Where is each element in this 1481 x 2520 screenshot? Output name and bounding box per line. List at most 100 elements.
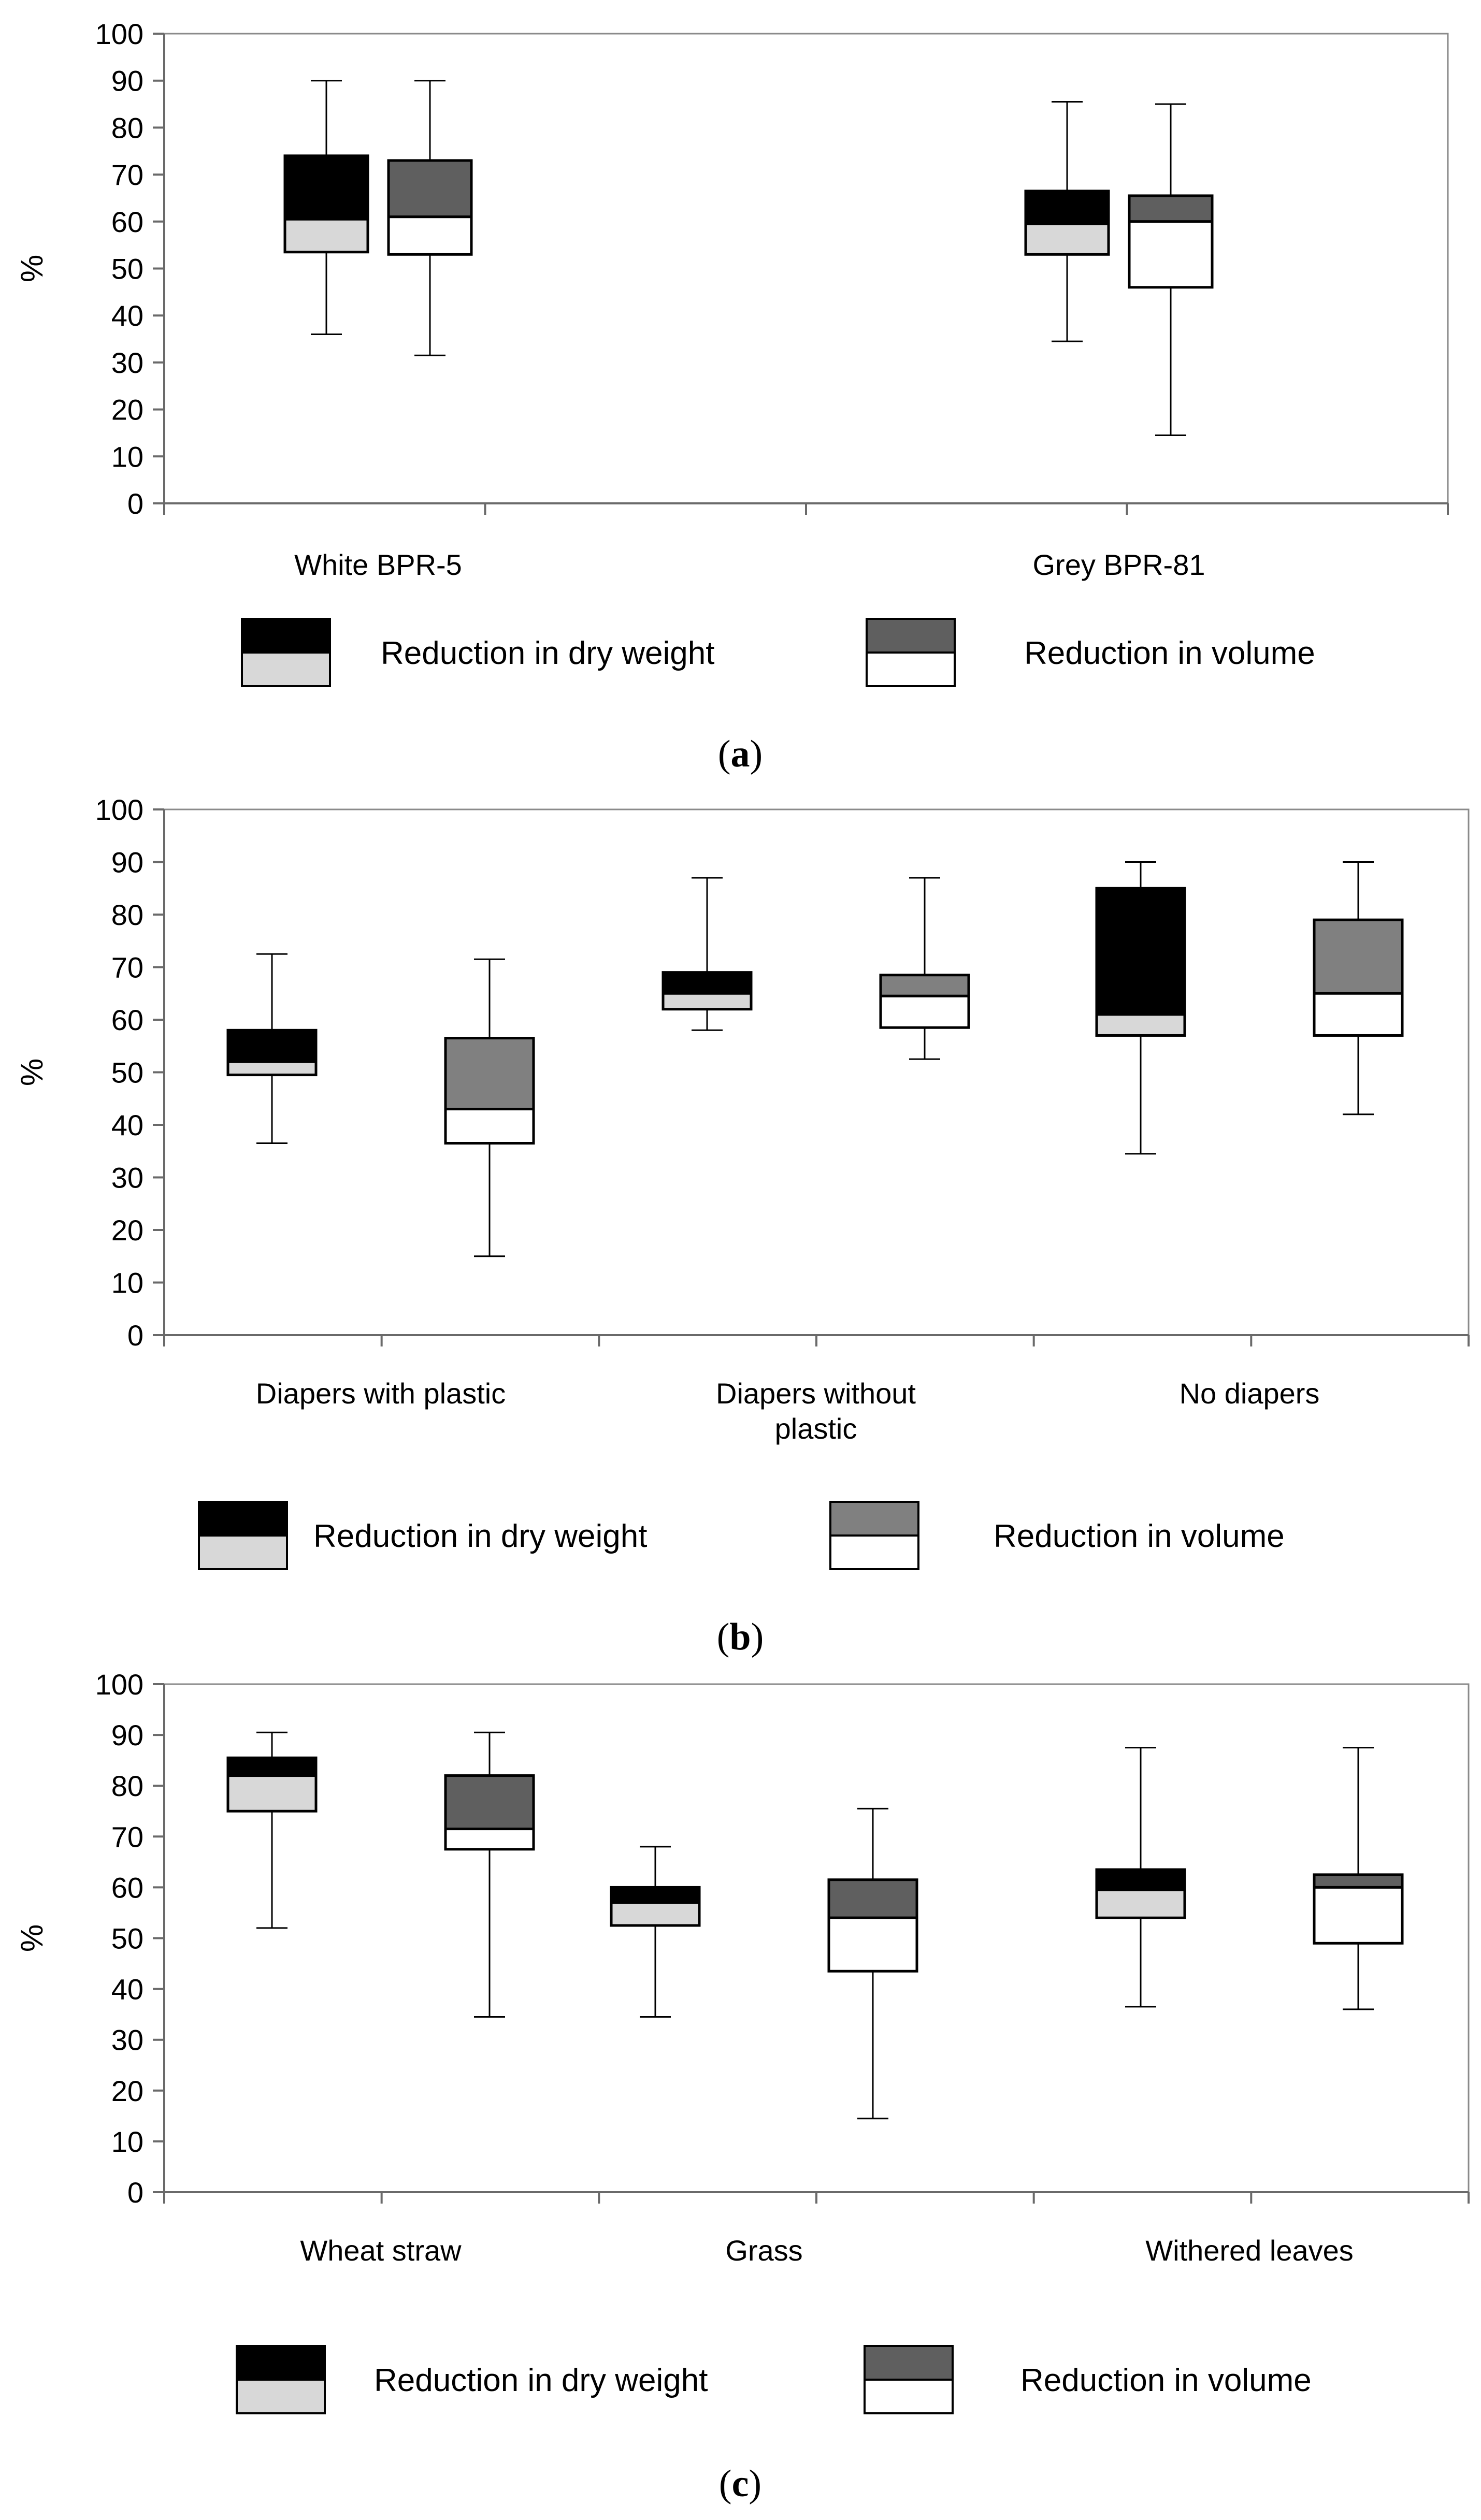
plot-area-frame	[163, 808, 1470, 1336]
y-tick-label: 100	[95, 793, 143, 826]
box-plot-reduction-in-volumebox	[827, 1807, 918, 2120]
y-tick-label: 40	[111, 299, 143, 332]
y-tick-label: 10	[111, 1267, 143, 1299]
y-tick-label: 20	[111, 2075, 143, 2107]
legend-swatch-lower	[236, 2379, 326, 2414]
y-axis-title: %	[15, 255, 49, 282]
y-tick-label: 90	[111, 846, 143, 879]
y-tick-label: 70	[111, 951, 143, 984]
y-tick-label: 30	[111, 1162, 143, 1194]
box-lower-quartile	[444, 1828, 535, 1851]
box-plot-reduction-in-volumebox	[1313, 861, 1404, 1116]
box-upper-quartile	[1313, 918, 1404, 995]
box-lower-quartile	[387, 215, 473, 256]
box-lower-quartile	[662, 992, 753, 1011]
y-axis-title: %	[15, 1924, 49, 1952]
box-lower-quartile	[226, 1774, 318, 1813]
legend-swatch-upper	[866, 618, 956, 654]
box-lower-quartile	[827, 1916, 918, 1973]
legend-swatch-upper	[236, 2345, 326, 2381]
legend-swatch-upper	[241, 618, 331, 654]
x-category-label: Grass	[725, 2234, 802, 2267]
box-upper-quartile	[1128, 194, 1214, 223]
y-tick-label: 10	[111, 2125, 143, 2158]
box-plot-reduction-in-dry-weightbox	[662, 877, 753, 1031]
box-upper-quartile	[1024, 190, 1110, 225]
box-upper-quartile	[879, 974, 970, 997]
y-tick-label: 40	[111, 1973, 143, 2006]
legend-label: Reduction in dry weight	[374, 2363, 708, 2398]
x-category-label: White BPR-5	[294, 548, 462, 581]
plot-area-frame	[163, 1683, 1470, 2193]
legend-label: Reduction in volume	[1020, 2363, 1312, 2398]
box-upper-quartile	[1095, 887, 1186, 1016]
box-plot-reduction-in-volumebox	[1128, 103, 1214, 436]
panel-label: (b)	[717, 1616, 764, 1658]
legend-swatch-lower	[198, 1534, 288, 1570]
legend-swatch-lower	[864, 2379, 954, 2414]
y-tick-label: 90	[111, 1719, 143, 1751]
box-lower-quartile	[1024, 222, 1110, 256]
box-lower-quartile	[444, 1108, 535, 1145]
y-tick-label: 0	[127, 1319, 143, 1352]
legend-swatch-lower	[829, 1534, 919, 1570]
chart-panel-a: 0 10 20 30 40 50 60 70 80 90 100% White BPR-5 Grey B…	[15, 18, 1449, 775]
box-upper-quartile	[662, 971, 753, 995]
panel-label: (c)	[719, 2463, 761, 2505]
box-plot-reduction-in-dry-weightbox	[1024, 101, 1110, 342]
legend-swatch-lower	[241, 651, 331, 687]
box-upper-quartile	[226, 1756, 318, 1777]
box-plot-reduction-in-dry-weightbox	[226, 953, 318, 1145]
box-upper-quartile	[1313, 1873, 1404, 1889]
box-plot-reduction-in-volumebox	[444, 1731, 535, 2018]
y-tick-label: 20	[111, 1214, 143, 1247]
y-tick-label: 70	[111, 158, 143, 191]
y-tick-label: 60	[111, 206, 143, 238]
y-tick-label: 30	[111, 2024, 143, 2056]
box-upper-quartile	[444, 1774, 535, 1831]
box-plot-reduction-in-volumebox	[387, 80, 473, 356]
y-tick-label: 0	[127, 487, 143, 520]
box-plot-reduction-in-dry-weightbox	[1095, 861, 1186, 1155]
legend-label: Reduction in volume	[1024, 635, 1315, 671]
y-tick-label: 0	[127, 2176, 143, 2209]
box-lower-quartile	[1313, 992, 1404, 1037]
y-tick-label: 90	[111, 65, 143, 97]
y-tick-label: 80	[111, 1770, 143, 1802]
legend-label: Reduction in volume	[994, 1518, 1285, 1554]
chart-panel-b: 0 10 20 30 40 50 60 70 80 90 100% Diapers with plas…	[15, 793, 1470, 1658]
y-tick-label: 80	[111, 899, 143, 931]
box-plot-reduction-in-volumebox	[1313, 1747, 1404, 2010]
box-upper-quartile	[1095, 1868, 1186, 1891]
x-category-label: Diapers with plastic	[256, 1377, 506, 1410]
box-upper-quartile	[827, 1878, 918, 1919]
box-lower-quartile	[1095, 1013, 1186, 1037]
box-lower-quartile	[226, 1060, 318, 1077]
chart-panel-c: 0 10 20 30 40 50 60 70 80 90 100% Wheat straw Grass W…	[15, 1668, 1470, 2505]
box-lower-quartile	[879, 994, 970, 1029]
y-tick-label: 50	[111, 1056, 143, 1089]
box-plot-reduction-in-volumebox	[879, 877, 970, 1060]
y-tick-label: 40	[111, 1109, 143, 1141]
y-tick-label: 50	[111, 253, 143, 285]
x-category-label: Wheat straw	[300, 2234, 462, 2267]
box-lower-quartile	[1313, 1886, 1404, 1945]
box-upper-quartile	[610, 1886, 701, 1904]
y-tick-label: 20	[111, 394, 143, 426]
y-tick-label: 60	[111, 1004, 143, 1036]
x-category-label: Withered leaves	[1145, 2234, 1354, 2267]
box-plot-reduction-in-dry-weightbox	[226, 1731, 318, 1929]
box-plot-reduction-in-dry-weightbox	[283, 80, 369, 335]
y-tick-label: 50	[111, 1922, 143, 1955]
box-upper-quartile	[226, 1029, 318, 1063]
box-plot-reduction-in-dry-weightbox	[1095, 1747, 1186, 2008]
box-lower-quartile	[1128, 220, 1214, 289]
x-category-label: Grey BPR-81	[1033, 548, 1205, 581]
legend-swatch-upper	[864, 2345, 954, 2381]
box-lower-quartile	[1095, 1888, 1186, 1919]
box-lower-quartile	[610, 1901, 701, 1927]
box-lower-quartile	[283, 218, 369, 254]
legend-label: Reduction in dry weight	[381, 635, 714, 671]
plot-area-frame	[163, 33, 1449, 504]
